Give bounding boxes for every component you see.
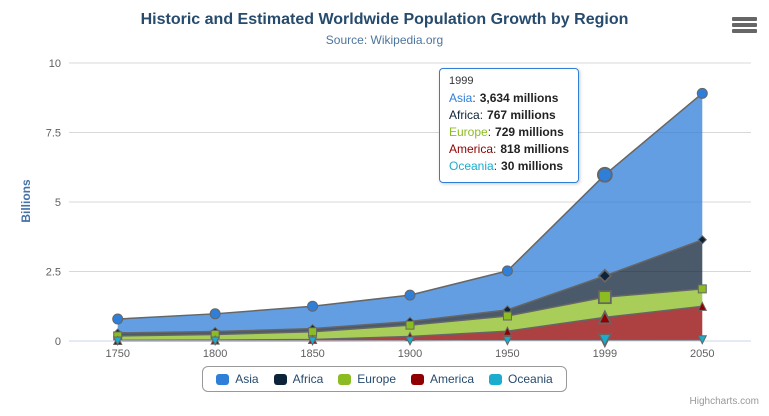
tooltip-row: Asia: 3,634 millions (449, 90, 569, 107)
tooltip-row: Africa: 767 millions (449, 107, 569, 124)
tooltip-value: 729 millions (495, 125, 564, 139)
y-axis-label: 7.5 (46, 128, 61, 140)
tooltip-value: 30 millions (501, 159, 564, 173)
tooltip-value: 767 millions (487, 108, 556, 122)
y-axis-label: 5 (55, 197, 61, 209)
legend-label: Oceania (508, 372, 553, 386)
x-axis-label: 1800 (203, 348, 227, 360)
legend-item-asia[interactable]: Asia (216, 372, 259, 386)
marker-oceania-2050[interactable] (697, 335, 708, 345)
marker-asia-1999[interactable] (596, 166, 613, 183)
hamburger-icon-bar (732, 29, 757, 33)
area-asia[interactable] (117, 93, 703, 333)
marker-europe-1900[interactable] (405, 320, 415, 330)
tooltip-header: 1999 (449, 75, 474, 87)
export-menu-button[interactable] (732, 17, 757, 35)
credits-link[interactable]: Highcharts.com (689, 396, 759, 407)
legend-swatch (489, 373, 503, 385)
chart-subtitle: Source: Wikipedia.org (325, 33, 444, 47)
marker-asia-2050[interactable] (696, 87, 708, 99)
legend-swatch (338, 373, 352, 385)
marker-africa-1999[interactable] (597, 268, 613, 284)
y-axis-label: 2.5 (46, 267, 61, 279)
marker-asia-1900[interactable] (404, 289, 416, 301)
tooltip-separator: : (493, 142, 497, 156)
hamburger-icon-bar (732, 23, 757, 27)
tooltip-separator: : (493, 159, 498, 173)
marker-asia-1750[interactable] (112, 313, 124, 325)
tooltip-series-name: Oceania (449, 159, 494, 173)
x-axis-label: 1850 (300, 348, 324, 360)
legend-item-america[interactable]: America (411, 372, 474, 386)
marker-europe-1950[interactable] (502, 311, 512, 321)
marker-america-1999[interactable] (597, 309, 613, 325)
marker-oceania-1750[interactable] (112, 336, 123, 347)
legend-wrapper: Asia Africa Europe America Oceania (0, 366, 769, 392)
x-axis-label: 2050 (690, 348, 714, 360)
marker-europe-2050[interactable] (697, 284, 707, 294)
legend-label: America (430, 372, 475, 386)
area-america[interactable] (117, 306, 703, 341)
tooltip-value: 3,634 millions (479, 91, 559, 105)
hamburger-icon-bar (732, 17, 757, 21)
legend-label: Asia (235, 372, 259, 386)
marker-oceania-1950[interactable] (502, 336, 513, 346)
y-axis-label: 10 (49, 58, 61, 70)
marker-oceania-1999[interactable] (597, 333, 613, 349)
tooltip-series-name: Africa (449, 108, 480, 122)
x-axis-label: 1999 (593, 348, 617, 360)
tooltip-value: 818 millions (500, 142, 570, 156)
legend-item-africa[interactable]: Africa (273, 372, 324, 386)
legend-item-europe[interactable]: Europe (338, 372, 396, 386)
tooltip-row: Europe: 729 millions (449, 124, 569, 141)
marker-africa-2050[interactable] (697, 235, 707, 245)
legend-swatch (411, 373, 424, 385)
chart-title: Historic and Estimated Worldwide Populat… (140, 11, 629, 28)
marker-oceania-1900[interactable] (405, 336, 415, 346)
legend-label: Europe (357, 372, 396, 386)
marker-america-1950[interactable] (502, 326, 513, 336)
tooltip-row: Oceania: 30 millions (449, 158, 569, 175)
marker-asia-1950[interactable] (501, 265, 513, 277)
tooltip-separator: : (487, 125, 492, 139)
tooltip-series-name: Europe (449, 125, 488, 139)
tooltip-row: America: 818 millions (449, 141, 569, 158)
marker-asia-1850[interactable] (307, 300, 319, 312)
tooltip-series-name: America (449, 142, 494, 156)
y-axis-label: 0 (55, 336, 61, 348)
legend-swatch (273, 373, 287, 385)
marker-oceania-1800[interactable] (210, 336, 220, 347)
marker-america-2050[interactable] (697, 301, 708, 311)
legend-label: Africa (292, 372, 324, 386)
x-axis-label: 1750 (105, 348, 129, 360)
x-axis-label: 1900 (398, 348, 422, 360)
marker-oceania-1850[interactable] (307, 336, 318, 347)
legend-item-oceania[interactable]: Oceania (489, 372, 553, 386)
tooltip: 1999 Asia: 3,634 millions Africa: 767 mill… (439, 68, 580, 183)
tooltip-separator: : (472, 91, 476, 105)
legend-swatch (216, 373, 230, 385)
x-axis-label: 1950 (495, 348, 519, 360)
legend: Asia Africa Europe America Oceania (202, 366, 567, 392)
tooltip-series-name: Asia (449, 91, 473, 105)
marker-europe-1999[interactable] (597, 290, 612, 305)
area-africa[interactable] (117, 239, 703, 336)
tooltip-separator: : (479, 108, 484, 122)
marker-asia-1800[interactable] (209, 308, 221, 320)
y-axis-title: Billions (19, 179, 33, 223)
